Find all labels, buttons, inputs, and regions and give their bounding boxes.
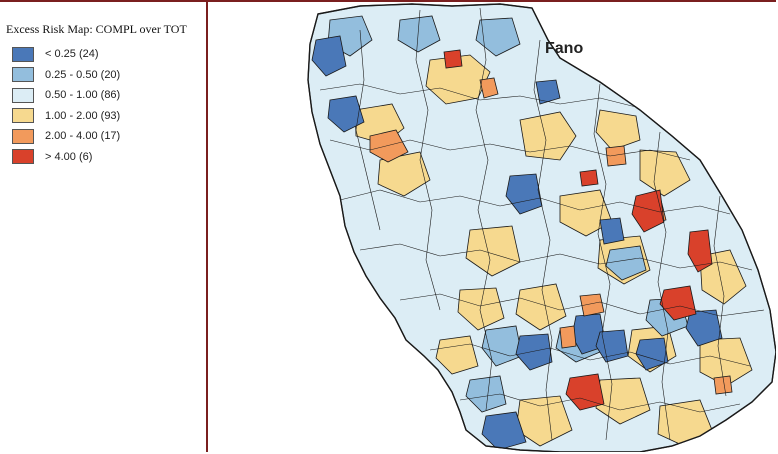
- municipality: [311, 35, 347, 77]
- municipality: [443, 49, 463, 69]
- municipality: [465, 375, 507, 413]
- municipality: [639, 149, 691, 197]
- municipality: [559, 325, 577, 349]
- municipality: [699, 337, 753, 387]
- legend-title: Excess Risk Map: COMPL over TOT: [6, 22, 187, 36]
- municipality: [515, 333, 553, 371]
- map-svg: [307, 3, 776, 452]
- legend-swatch: [12, 87, 34, 103]
- legend-swatch: [12, 67, 34, 83]
- municipality: [457, 287, 505, 331]
- municipality: [535, 79, 561, 105]
- municipality: [605, 145, 627, 167]
- municipality: [687, 229, 713, 273]
- legend-swatch: [12, 108, 34, 124]
- legend-item-lt-0-25: < 0.25 (24): [12, 44, 120, 65]
- municipality: [505, 173, 543, 215]
- municipality: [377, 151, 431, 197]
- municipality: [635, 337, 669, 371]
- legend-label: > 4.00 (6): [45, 150, 93, 163]
- municipality: [659, 285, 697, 321]
- municipality: [579, 169, 599, 187]
- municipality: [475, 17, 521, 57]
- municipality: [685, 309, 723, 347]
- region-border: [307, 3, 776, 452]
- region-outline: [307, 3, 776, 452]
- municipality: [397, 15, 441, 53]
- municipalities: [311, 7, 765, 451]
- municipal-boundaries: [319, 7, 765, 441]
- municipality: [465, 225, 521, 277]
- municipality: [327, 95, 365, 133]
- legend-label: 0.50 - 1.00 (86): [45, 89, 121, 102]
- legend-swatch: [12, 128, 34, 144]
- municipality: [519, 111, 577, 161]
- municipality: [599, 217, 625, 245]
- municipality: [655, 59, 701, 109]
- legend-item-2-00-4-00: 2.00 - 4.00 (17): [12, 126, 120, 147]
- legend-panel: Excess Risk Map: COMPL over TOT < 0.25 (…: [0, 2, 208, 452]
- legend-label: 1.00 - 2.00 (93): [45, 109, 121, 122]
- legend-list: < 0.25 (24) 0.25 - 0.50 (20) 0.50 - 1.00…: [12, 44, 120, 167]
- legend-label: 2.00 - 4.00 (17): [45, 130, 121, 143]
- municipality: [479, 77, 499, 99]
- legend-swatch: [12, 46, 34, 62]
- municipality: [425, 54, 491, 105]
- municipality: [579, 293, 605, 317]
- choropleth-map: [210, 2, 776, 452]
- legend-item-0-50-1-00: 0.50 - 1.00 (86): [12, 85, 120, 106]
- municipality: [481, 411, 527, 451]
- legend-item-0-25-0-50: 0.25 - 0.50 (20): [12, 65, 120, 86]
- municipality: [595, 109, 641, 151]
- municipality: [565, 373, 605, 411]
- legend-swatch: [12, 149, 34, 165]
- municipality: [515, 283, 567, 331]
- municipality: [369, 129, 409, 163]
- legend-item-1-00-2-00: 1.00 - 2.00 (93): [12, 106, 120, 127]
- legend-label: < 0.25 (24): [45, 48, 99, 61]
- city-label-fano: Fano: [545, 40, 584, 57]
- legend-label: 0.25 - 0.50 (20): [45, 68, 121, 81]
- municipality: [713, 375, 733, 395]
- municipality: [435, 335, 479, 375]
- municipality: [481, 325, 523, 367]
- municipality: [605, 245, 647, 281]
- legend-item-gt-4-00: > 4.00 (6): [12, 147, 120, 168]
